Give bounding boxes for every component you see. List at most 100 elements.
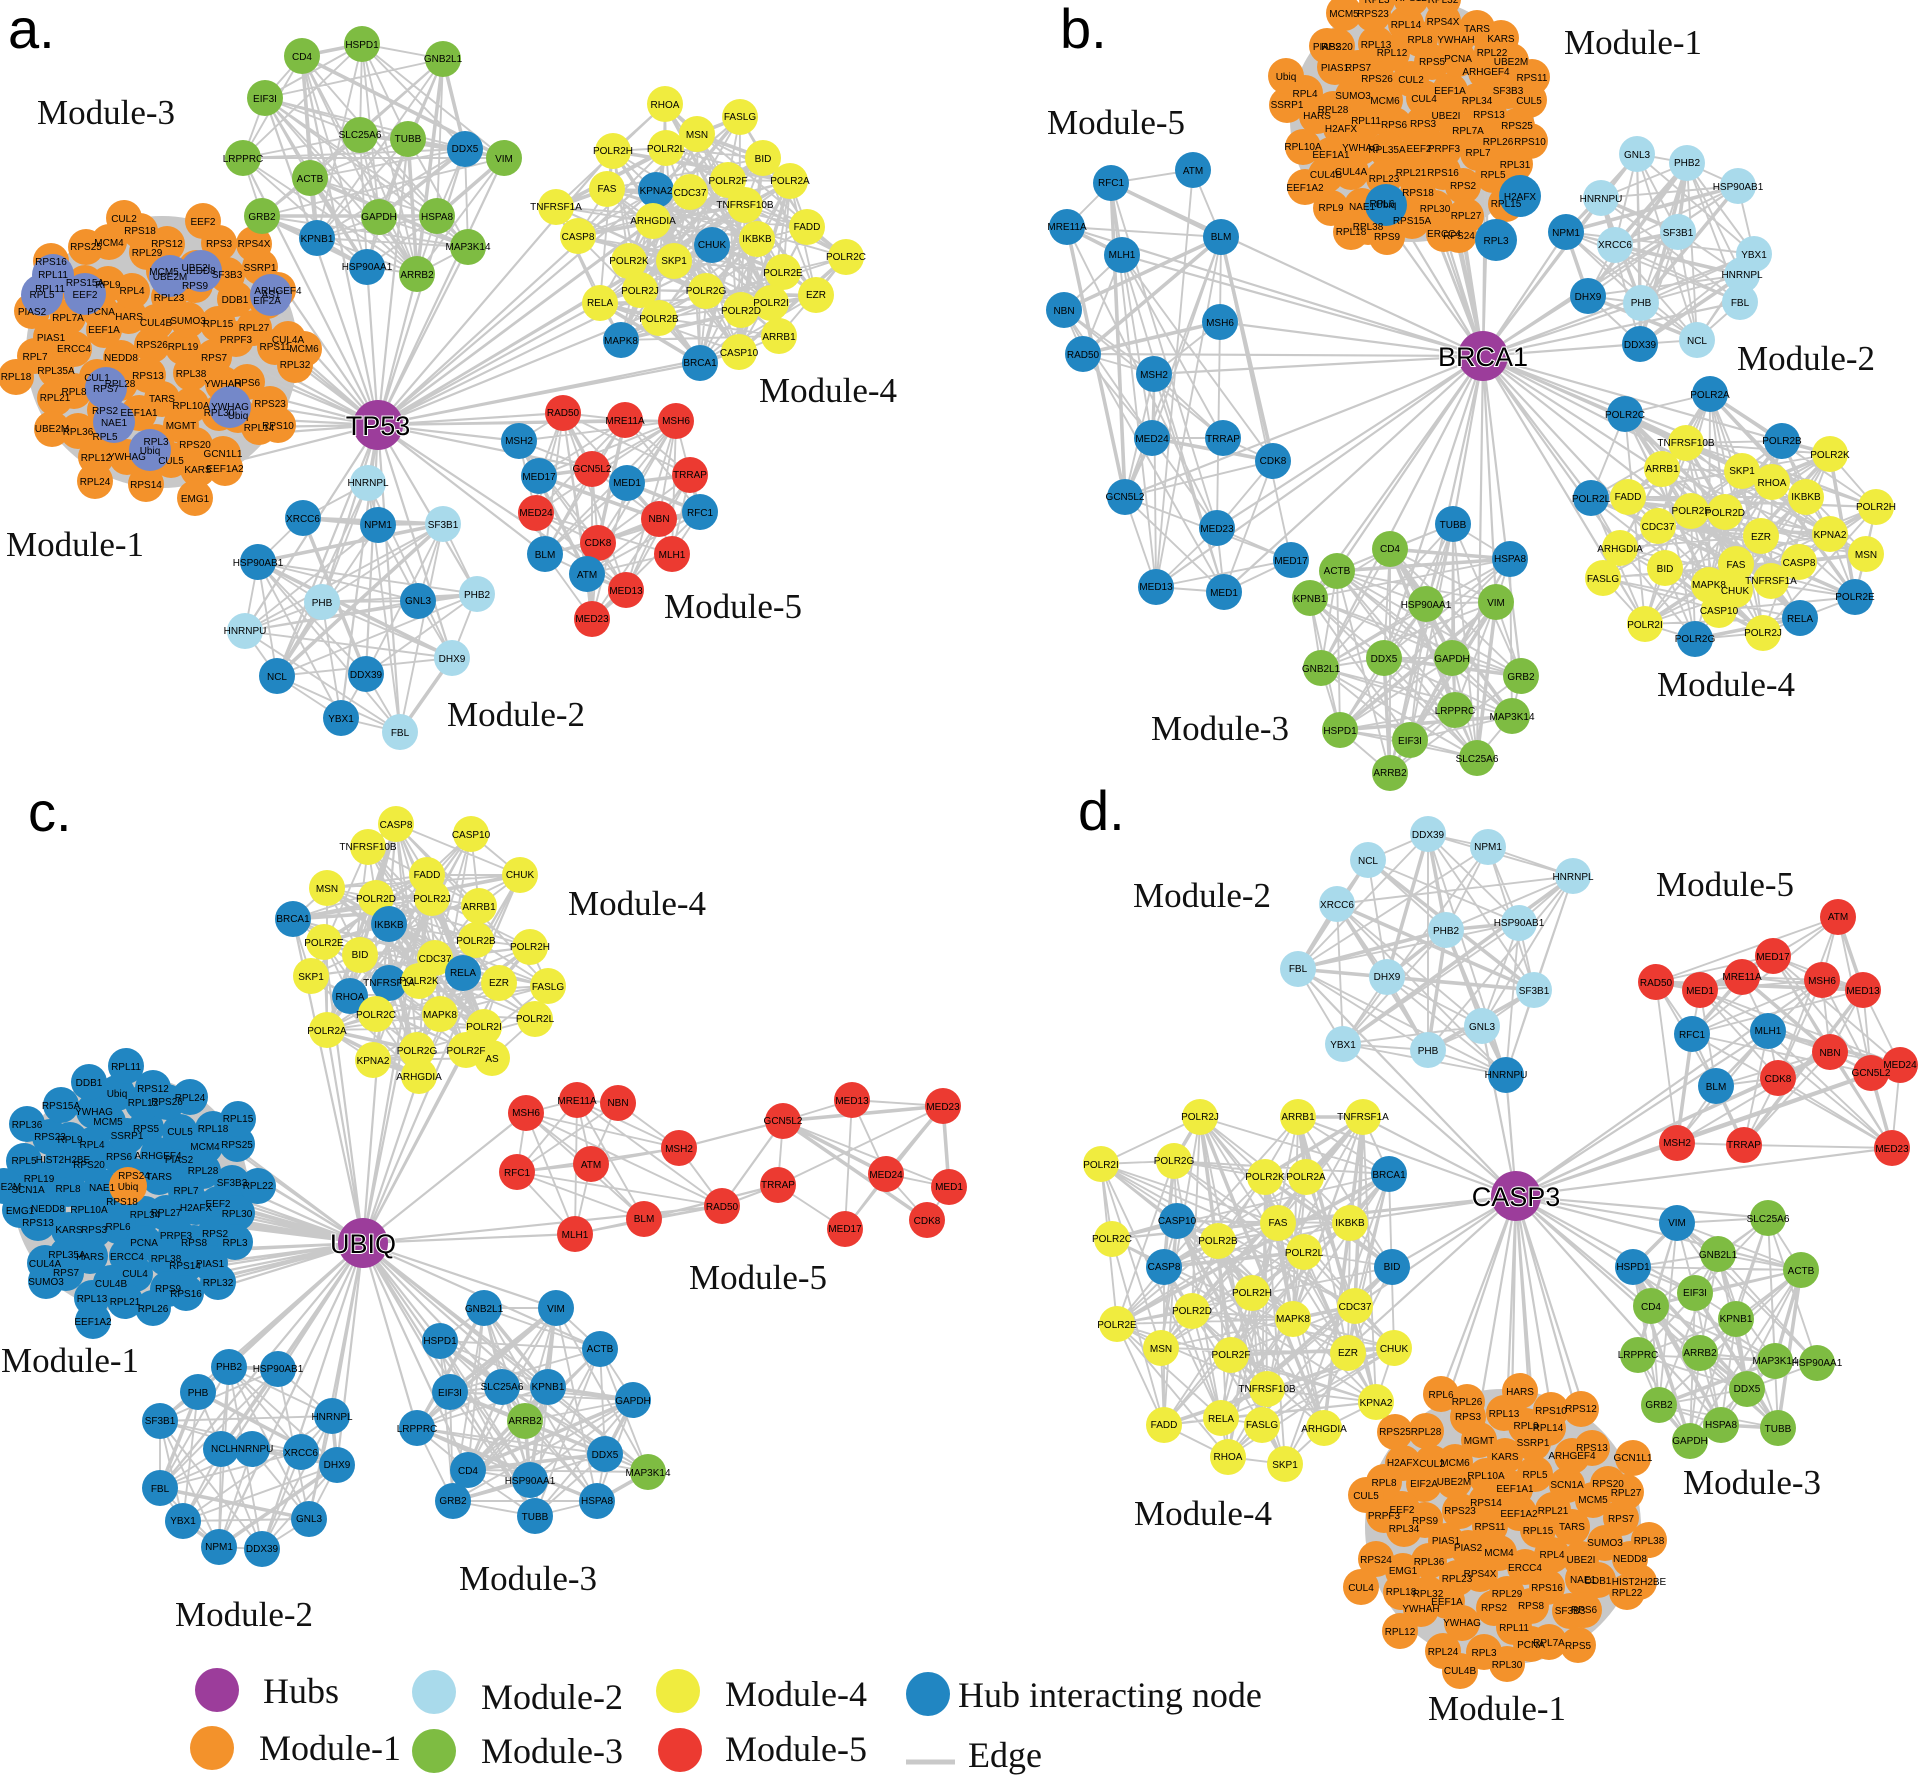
svg-text:d.: d. bbox=[1078, 779, 1125, 842]
svg-text:HSP90AA1: HSP90AA1 bbox=[342, 262, 393, 273]
svg-text:RPL28: RPL28 bbox=[1318, 105, 1349, 116]
svg-text:RPS2: RPS2 bbox=[1481, 1603, 1508, 1614]
svg-text:RPL34: RPL34 bbox=[130, 1210, 161, 1221]
svg-text:MED24: MED24 bbox=[869, 1170, 903, 1181]
svg-text:XRCC6: XRCC6 bbox=[1598, 240, 1632, 251]
svg-text:HSP90AA1: HSP90AA1 bbox=[1792, 1358, 1843, 1369]
svg-text:RPS6: RPS6 bbox=[234, 378, 261, 389]
svg-text:UBE2I: UBE2I bbox=[182, 263, 211, 274]
svg-text:POLR2G: POLR2G bbox=[1154, 1156, 1195, 1167]
svg-text:RFC1: RFC1 bbox=[504, 1168, 531, 1179]
svg-text:BRCA1: BRCA1 bbox=[1372, 1170, 1406, 1181]
svg-text:HNRNPU: HNRNPU bbox=[224, 626, 267, 637]
svg-text:SKP1: SKP1 bbox=[1272, 1460, 1298, 1471]
svg-text:RPL36: RPL36 bbox=[63, 427, 94, 438]
svg-text:Module-1: Module-1 bbox=[1428, 1689, 1566, 1728]
svg-text:RPS11: RPS11 bbox=[1517, 73, 1548, 84]
svg-text:Module-1: Module-1 bbox=[1564, 23, 1702, 62]
svg-text:POLR2G: POLR2G bbox=[397, 1046, 438, 1057]
svg-text:RPL29: RPL29 bbox=[1492, 1589, 1523, 1600]
svg-text:MED1: MED1 bbox=[1686, 986, 1714, 997]
svg-text:POLR2L: POLR2L bbox=[516, 1014, 555, 1025]
svg-text:FASLG: FASLG bbox=[532, 982, 564, 993]
svg-text:HSPD1: HSPD1 bbox=[1616, 1262, 1650, 1273]
svg-text:RPS6: RPS6 bbox=[1571, 1605, 1598, 1616]
svg-text:Module-4: Module-4 bbox=[725, 1674, 867, 1714]
svg-text:MED13: MED13 bbox=[1139, 582, 1173, 593]
svg-text:RPL9: RPL9 bbox=[95, 280, 120, 291]
svg-text:RPL18: RPL18 bbox=[1386, 1587, 1417, 1598]
svg-text:RPS13: RPS13 bbox=[1473, 110, 1505, 121]
svg-text:RPL7A: RPL7A bbox=[1452, 126, 1484, 137]
svg-text:RPS5: RPS5 bbox=[1565, 1641, 1592, 1652]
svg-text:MAPK8: MAPK8 bbox=[1276, 1314, 1310, 1325]
svg-text:POLR2L: POLR2L bbox=[1572, 494, 1611, 505]
svg-text:RPL27: RPL27 bbox=[151, 1208, 182, 1219]
svg-text:RPL32: RPL32 bbox=[1413, 1589, 1444, 1600]
svg-text:RPL18: RPL18 bbox=[1336, 227, 1367, 238]
svg-text:EZR: EZR bbox=[1338, 1348, 1358, 1359]
svg-text:MSH2: MSH2 bbox=[505, 436, 533, 447]
svg-text:KPNB1: KPNB1 bbox=[1294, 594, 1327, 605]
svg-text:POLR2B: POLR2B bbox=[1762, 436, 1802, 447]
svg-text:NPM1: NPM1 bbox=[364, 520, 392, 531]
svg-text:CUL2: CUL2 bbox=[111, 214, 137, 225]
svg-text:MCM4: MCM4 bbox=[190, 1142, 220, 1153]
svg-text:MAPK8: MAPK8 bbox=[604, 336, 638, 347]
svg-text:CUL4A: CUL4A bbox=[29, 1259, 62, 1270]
svg-text:GCN5L2: GCN5L2 bbox=[764, 1116, 803, 1127]
svg-text:RPS24: RPS24 bbox=[1360, 1555, 1392, 1566]
svg-text:MCM5: MCM5 bbox=[1578, 1495, 1608, 1506]
svg-text:RPL23: RPL23 bbox=[154, 293, 185, 304]
svg-text:HSP90AA1: HSP90AA1 bbox=[505, 1476, 556, 1487]
svg-text:DHX9: DHX9 bbox=[1575, 292, 1602, 303]
svg-text:MED23: MED23 bbox=[575, 614, 609, 625]
svg-text:RPL30: RPL30 bbox=[1420, 204, 1451, 215]
svg-text:ERCC4: ERCC4 bbox=[110, 1252, 144, 1263]
svg-text:RFC1: RFC1 bbox=[1098, 178, 1125, 189]
svg-text:MLH1: MLH1 bbox=[562, 1230, 589, 1241]
svg-text:RPS9: RPS9 bbox=[1412, 1516, 1439, 1527]
svg-text:RPL18: RPL18 bbox=[1, 372, 32, 383]
svg-text:RPS14: RPS14 bbox=[130, 480, 162, 491]
svg-text:RPL22: RPL22 bbox=[1612, 1588, 1643, 1599]
svg-text:CDC37: CDC37 bbox=[1642, 522, 1675, 533]
svg-text:TUBB: TUBB bbox=[522, 1512, 549, 1523]
svg-text:RPL5: RPL5 bbox=[1522, 1470, 1547, 1481]
svg-text:GNB2L1: GNB2L1 bbox=[424, 54, 463, 65]
svg-text:POLR2K: POLR2K bbox=[1810, 450, 1850, 461]
svg-text:Module-2: Module-2 bbox=[1133, 876, 1271, 915]
svg-text:NCL: NCL bbox=[267, 672, 287, 683]
svg-text:RPL3: RPL3 bbox=[1483, 236, 1508, 247]
svg-text:RPL4: RPL4 bbox=[79, 1140, 104, 1151]
svg-text:EIF3I: EIF3I bbox=[253, 94, 277, 105]
svg-text:PHB: PHB bbox=[312, 598, 333, 609]
svg-text:CASP8: CASP8 bbox=[380, 820, 413, 831]
svg-text:RPL9: RPL9 bbox=[1318, 203, 1343, 214]
svg-text:ACTB: ACTB bbox=[587, 1344, 614, 1355]
svg-text:MSH6: MSH6 bbox=[1808, 976, 1836, 987]
svg-text:TRRAP: TRRAP bbox=[761, 1180, 795, 1191]
svg-text:FASLG: FASLG bbox=[1587, 574, 1619, 585]
svg-text:RPS14: RPS14 bbox=[1470, 1498, 1502, 1509]
svg-text:GNL3: GNL3 bbox=[1469, 1022, 1496, 1033]
svg-text:YBX1: YBX1 bbox=[170, 1516, 196, 1527]
svg-text:Module-4: Module-4 bbox=[759, 371, 897, 410]
svg-text:Module-2: Module-2 bbox=[447, 695, 585, 734]
svg-text:RHOA: RHOA bbox=[336, 992, 365, 1003]
svg-text:CUL4: CUL4 bbox=[1348, 1583, 1374, 1594]
svg-text:POLR2A: POLR2A bbox=[1690, 390, 1730, 401]
svg-text:MCM5: MCM5 bbox=[149, 267, 179, 278]
svg-text:TARS: TARS bbox=[1464, 24, 1490, 35]
svg-text:Module-2: Module-2 bbox=[1737, 339, 1875, 378]
svg-text:Module-5: Module-5 bbox=[1656, 865, 1794, 904]
svg-text:EIF3I: EIF3I bbox=[438, 1388, 462, 1399]
svg-text:MSN: MSN bbox=[316, 884, 338, 895]
svg-text:RPL11: RPL11 bbox=[111, 1062, 141, 1073]
svg-text:RPL15: RPL15 bbox=[1491, 199, 1522, 210]
svg-text:POLR2I: POLR2I bbox=[1083, 1160, 1119, 1171]
svg-text:RPL26: RPL26 bbox=[1483, 137, 1514, 148]
svg-text:RPS3: RPS3 bbox=[81, 1225, 108, 1236]
svg-text:RPS26: RPS26 bbox=[151, 1097, 183, 1108]
svg-text:POLR2C: POLR2C bbox=[356, 1010, 396, 1021]
